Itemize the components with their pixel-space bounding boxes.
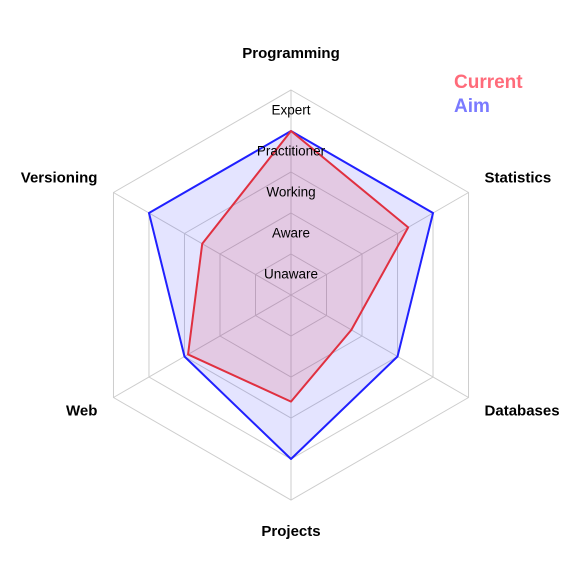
scale-label: Practitioner xyxy=(257,144,326,159)
axis-label: Statistics xyxy=(485,170,552,187)
axis-label: Versioning xyxy=(21,170,98,187)
scale-label: Unaware xyxy=(264,267,318,282)
legend-item: Current xyxy=(454,72,523,93)
scale-label: Expert xyxy=(271,103,310,118)
radar-chart: Programming Statistics Databases Projects We… xyxy=(0,0,582,582)
legend-item: Aim xyxy=(454,96,490,117)
axis-label: Programming xyxy=(242,45,340,62)
scale-label: Working xyxy=(266,185,315,200)
scale-label: Aware xyxy=(272,226,310,241)
axis-label: Web xyxy=(66,403,97,420)
axis-label: Databases xyxy=(485,403,560,420)
axis-label: Projects xyxy=(261,523,320,540)
